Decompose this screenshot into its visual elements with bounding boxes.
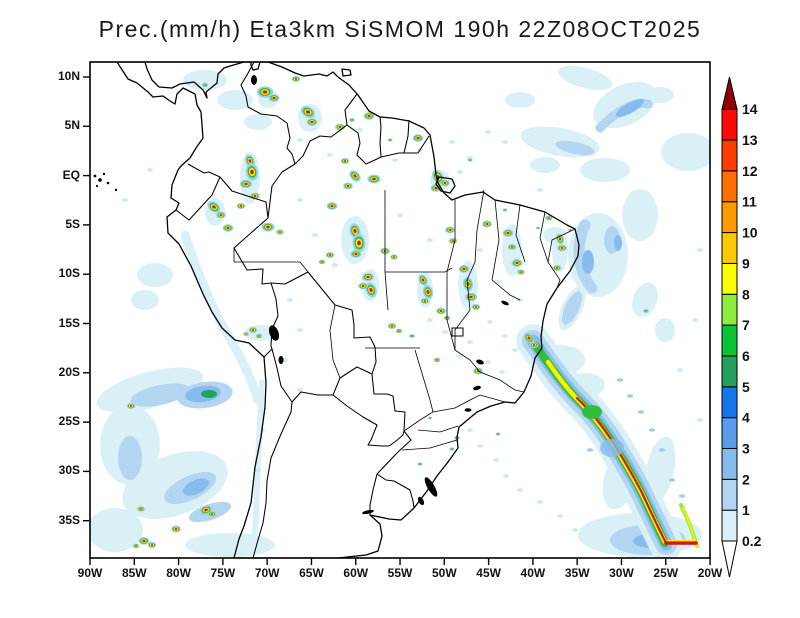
colorbar-level-label: 2 [742,471,750,487]
colorbar-level-label: 13 [742,132,758,148]
colorbar-arrow [721,540,738,578]
colorbar-level-label: 10 [742,225,758,241]
colorbar-level-label: 0.2 [742,533,762,549]
lat-tick-label: 25S [58,414,80,429]
lat-tick-label: 10N [57,69,80,83]
lon-tick-label: 70W [254,566,280,580]
lon-tick-label: 20W [697,566,723,580]
colorbar-cell [721,417,738,449]
colorbar-level-label: 9 [742,255,750,271]
lat-tick-label: 5S [65,216,80,231]
lon-tick-label: 85W [121,566,147,580]
colorbar-level-label: 1 [742,502,750,518]
lon-tick-label: 35W [564,566,590,580]
lat-tick-label: 20S [58,364,80,379]
colorbar-level-label: 11 [742,194,757,210]
lat-tick-label: 5N [64,118,80,133]
lon-tick-label: 75W [210,566,236,580]
colorbar-level-label: 3 [742,440,750,456]
axis-ticks [83,76,711,565]
colorbar-cell [721,355,738,388]
colorbar-cell [721,478,738,511]
colorbar-cell [721,108,738,141]
lat-tick-label: EQ [62,167,80,182]
lon-tick-label: 30W [609,566,634,580]
colorbar-cell [721,232,738,264]
colorbar-level-label: 8 [742,286,750,302]
lon-tick-label: 80W [166,566,191,580]
colorbar-cell [721,447,738,480]
lon-tick-label: 55W [387,566,413,580]
colorbar-cell [721,201,738,234]
lat-tick-label: 15S [58,315,80,330]
country-borders [175,62,430,558]
colorbar-cell [721,139,738,172]
frontal-rain-band [516,324,699,558]
page-title: Prec.(mm/h) Eta3km SiSMOM 190h 22Z08OCT2… [98,16,702,42]
colorbar-cell [721,170,738,203]
lon-tick-label: 60W [343,566,369,580]
lon-tick-label: 45W [476,566,501,580]
lon-tick-label: 40W [520,566,546,580]
colorbar-arrow [721,76,738,110]
colorbar-level-label: 4 [742,410,750,426]
colorbar-cell [721,324,738,357]
colorbar-level-label: 7 [742,317,750,333]
lon-tick-label: 25W [653,566,679,580]
precipitation-field [90,65,710,558]
colorbar-level-label: 6 [742,348,750,364]
colorbar-level-label: 12 [742,163,758,179]
colorbar-cell [721,262,738,295]
state-borders [233,189,576,451]
lon-tick-label: 50W [431,566,457,580]
lat-tick-label: 30S [58,463,80,478]
colorbar-level-label: 5 [742,379,750,395]
coastlines [116,62,580,558]
colorbar-cell [721,293,738,326]
colorbar-level-label: 14 [742,101,758,117]
lat-tick-label: 35S [58,512,80,527]
lon-tick-label: 65W [299,566,324,580]
colorbar-cell [721,386,738,419]
lat-tick-label: 10S [58,266,80,281]
lon-tick-label: 90W [77,566,103,580]
colorbar-cell [721,509,738,542]
